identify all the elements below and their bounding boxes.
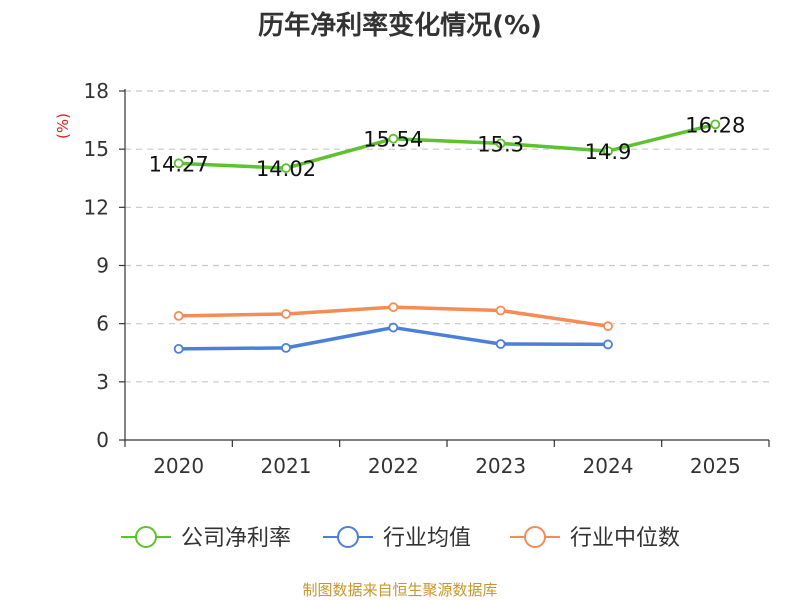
grid-lines (125, 90, 769, 383)
legend-swatch-marker (337, 526, 359, 548)
y-tick-label: 18 (84, 79, 109, 103)
data-point (173, 158, 184, 169)
data-point (388, 133, 399, 144)
series-line (178, 122, 716, 170)
data-point (603, 321, 613, 332)
data-source-note: 制图数据来自恒生聚源数据库 (302, 581, 497, 599)
x-tick-label: 2022 (368, 454, 419, 478)
legend-label: 行业中位数 (570, 526, 680, 551)
data-point (281, 343, 291, 353)
data-point (603, 146, 613, 157)
x-tick-label: 2020 (153, 454, 204, 478)
y-tick-label: 9 (96, 254, 109, 278)
data-label: 14.27 (149, 152, 209, 176)
y-tick-label: 3 (96, 370, 109, 394)
data-label: 16.28 (685, 113, 745, 137)
axes: 0 3 6 9 12 15 18 2020 2021 2022 2023 2024 2025 (84, 79, 770, 478)
x-tick-label: 2021 (261, 454, 312, 478)
legend-swatch-marker (135, 526, 157, 548)
legend-swatch-marker (524, 526, 546, 548)
chart-title: 历年净利率变化情况(%) (258, 10, 542, 41)
y-axis-unit-label: (%) (54, 113, 72, 139)
series-layer (173, 119, 721, 354)
data-label: 14.9 (585, 140, 632, 164)
data-point (710, 119, 721, 130)
data-point (495, 138, 506, 149)
y-tick-label: 12 (84, 195, 109, 219)
x-tick-label: 2025 (690, 454, 741, 478)
data-label: 15.54 (363, 128, 423, 152)
y-tick-label: 0 (96, 428, 109, 452)
legend: 公司净利率 行业均值 行业中位数 (121, 526, 680, 551)
data-label: 14.02 (256, 157, 316, 181)
data-labels: 14.27 14.02 15.54 15.3 14.9 16.28 (149, 113, 746, 181)
data-point (173, 311, 184, 321)
data-point (495, 339, 506, 349)
legend-label: 行业均值 (383, 526, 471, 551)
y-tick-label: 15 (84, 137, 109, 161)
x-tick-label: 2023 (475, 454, 526, 478)
x-tick-label: 2024 (583, 454, 634, 478)
data-point (281, 163, 291, 174)
data-point (388, 322, 399, 333)
data-label: 15.3 (477, 132, 524, 156)
data-point (603, 339, 613, 350)
data-point (173, 343, 184, 354)
legend-label: 公司净利率 (181, 526, 291, 551)
data-point (388, 302, 399, 313)
data-point (495, 305, 506, 316)
data-point (281, 309, 291, 319)
y-tick-label: 6 (96, 312, 109, 336)
